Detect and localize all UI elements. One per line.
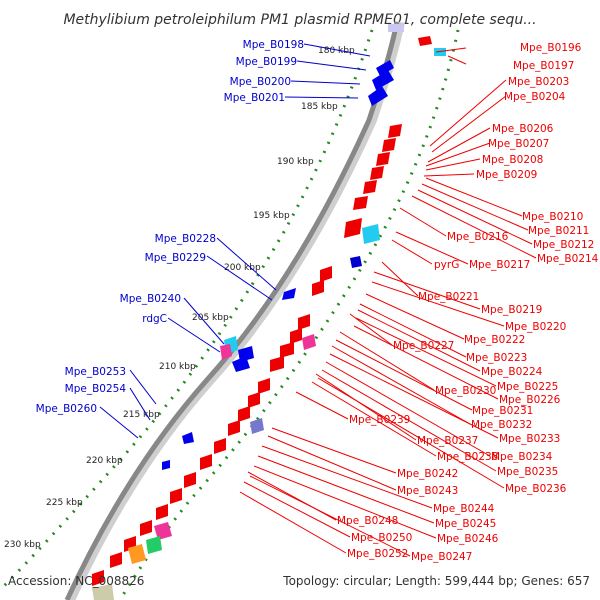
accession-text: Accession: NC_008826 [8,574,144,588]
gene-block [302,334,316,350]
gene-label-forward[interactable]: Mpe_B0198 [243,39,304,51]
gene-block [154,522,172,540]
outer-tick-track [118,29,460,600]
gene-label-reverse[interactable]: Mpe_B0225 [497,381,558,393]
gene-label-reverse[interactable]: Mpe_B0220 [505,321,566,333]
gene-block [350,256,362,268]
gene-block [92,584,114,600]
gene-label-reverse[interactable]: Mpe_B0203 [508,76,569,88]
gene-label-reverse[interactable]: Mpe_B0197 [513,60,574,72]
gene-label-reverse[interactable]: Mpe_B0212 [533,239,594,251]
gene-label-reverse[interactable]: Mpe_B0209 [476,169,537,181]
kbp-tick-label: 195 kbp [253,211,290,221]
gene-label-forward[interactable]: Mpe_B0201 [224,92,285,104]
gene-label-forward[interactable]: Mpe_B0254 [65,383,127,395]
topology-summary: Topology: circular; Length: 599,444 bp; … [282,574,590,588]
gene-label-reverse[interactable]: Mpe_B0239 [349,414,410,426]
gene-label-reverse[interactable]: Mpe_B0196 [520,42,582,54]
kbp-tick-label: 220 kbp [86,456,123,466]
gene-label-forward[interactable]: Mpe_B0260 [36,403,97,415]
reverse-leader-lines [239,47,537,557]
gene-label-reverse[interactable]: Mpe_B0231 [472,405,533,417]
forward-gene-glyphs [162,24,404,470]
gene-block [128,544,146,564]
gene-label-reverse[interactable]: Mpe_B0222 [464,334,525,346]
gene-label-reverse[interactable]: Mpe_B0233 [499,433,560,445]
gene-label-reverse[interactable]: Mpe_B0226 [499,394,561,406]
gene-label-reverse[interactable]: Mpe_B0246 [437,533,499,545]
kbp-tick-label: 225 kbp [46,498,83,508]
gene-label-reverse[interactable]: Mpe_B0216 [447,231,509,243]
kbp-tick-label: 230 kbp [4,540,41,550]
gene-label-reverse[interactable]: Mpe_B0248 [337,515,398,527]
gene-block [146,536,162,554]
reverse-gene-glyphs [92,36,432,586]
gene-label-reverse[interactable]: Mpe_B0210 [522,211,583,223]
backbone-shadow [65,20,405,600]
kbp-tick-label: 215 kbp [123,410,160,420]
map-title: Methylibium petroleiphilum PM1 plasmid R… [63,12,536,28]
forward-leader-lines [99,43,371,439]
gene-label-reverse[interactable]: Mpe_B0244 [433,503,495,515]
gene-label-reverse[interactable]: Mpe_B0217 [469,259,530,271]
gene-label-reverse[interactable]: Mpe_B0208 [482,154,543,166]
gene-block [362,224,380,244]
gene-label-forward[interactable]: Mpe_B0229 [145,252,206,264]
gene-label-reverse[interactable]: Mpe_B0221 [418,291,479,303]
gene-label-reverse[interactable]: Mpe_B0211 [528,225,589,237]
gene-label-reverse[interactable]: Mpe_B0238 [437,451,498,463]
gene-label-reverse[interactable]: Mpe_B0235 [497,466,558,478]
gene-label-reverse[interactable]: Mpe_B0242 [397,468,458,480]
gene-label-forward[interactable]: Mpe_B0199 [236,56,297,68]
gene-block [250,418,264,434]
gene-label-reverse[interactable]: Mpe_B0236 [505,483,567,495]
gene-label-reverse[interactable]: Mpe_B0237 [417,435,478,447]
gene-label-reverse[interactable]: Mpe_B0250 [351,532,412,544]
gene-label-reverse[interactable]: Mpe_B0227 [393,340,454,352]
gene-block [434,48,446,56]
kbp-tick-label: 200 kbp [224,263,261,273]
gene-label-reverse[interactable]: Mpe_B0252 [347,548,408,560]
gene-label-reverse[interactable]: Mpe_B0247 [411,551,472,563]
gene-label-forward[interactable]: Mpe_B0240 [120,293,181,305]
gene-label-forward[interactable]: rdgC [142,313,167,325]
kbp-tick-label: 205 kbp [192,313,229,323]
gene-label-reverse[interactable]: Mpe_B0245 [435,518,496,530]
gene-label-reverse[interactable]: Mpe_B0230 [435,385,496,397]
kbp-tick-label: 210 kbp [159,362,196,372]
gene-label-reverse[interactable]: Mpe_B0204 [504,91,566,103]
gene-label-reverse[interactable]: pyrG [434,259,459,271]
gene-label-reverse[interactable]: Mpe_B0223 [466,352,527,364]
gene-label-reverse[interactable]: Mpe_B0232 [471,419,532,431]
kbp-tick-label: 180 kbp [318,46,355,56]
kbp-tick-label: 190 kbp [277,157,314,167]
gene-label-forward[interactable]: Mpe_B0228 [155,233,216,245]
gene-label-reverse[interactable]: Mpe_B0243 [397,485,458,497]
gene-label-forward[interactable]: Mpe_B0253 [65,366,126,378]
gene-block [220,344,232,360]
gene-label-reverse[interactable]: Mpe_B0207 [488,138,549,150]
gene-label-reverse[interactable]: Mpe_B0214 [537,253,599,265]
gene-label-reverse[interactable]: Mpe_B0224 [481,366,543,378]
gene-label-reverse[interactable]: Mpe_B0206 [492,123,554,135]
gene-label-forward[interactable]: Mpe_B0200 [230,76,291,88]
gene-label-reverse[interactable]: Mpe_B0219 [481,304,542,316]
gene-label-reverse[interactable]: Mpe_B0234 [491,451,553,463]
kbp-tick-label: 185 kbp [301,102,338,112]
